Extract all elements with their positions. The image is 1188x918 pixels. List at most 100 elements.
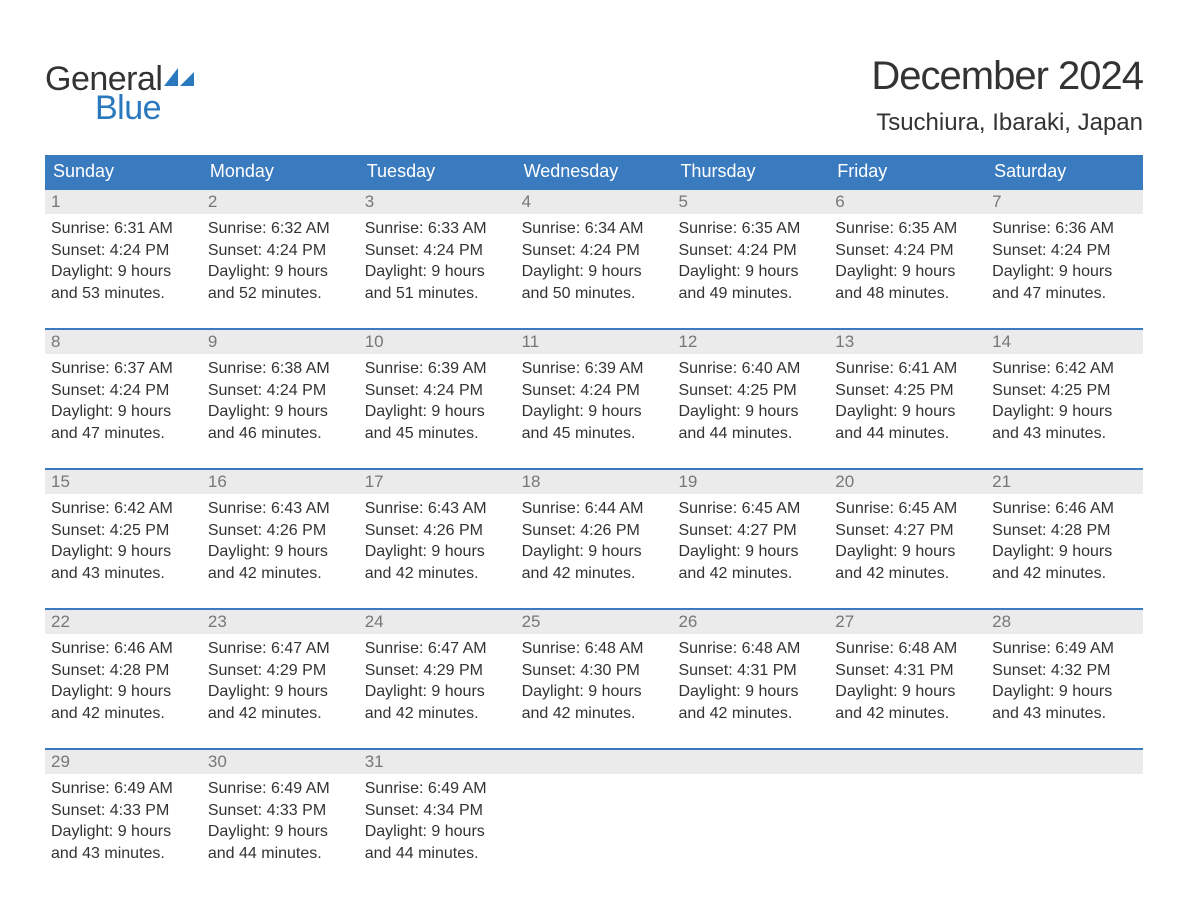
- day-number: 12: [672, 330, 829, 354]
- sunrise-text: Sunrise: 6:37 AM: [51, 358, 196, 380]
- day-cell: Sunrise: 6:43 AMSunset: 4:26 PMDaylight:…: [359, 494, 516, 594]
- daylight-text-2: and 43 minutes.: [992, 423, 1137, 445]
- week-row: 891011121314Sunrise: 6:37 AMSunset: 4:24…: [45, 328, 1143, 454]
- day-data-row: Sunrise: 6:46 AMSunset: 4:28 PMDaylight:…: [45, 634, 1143, 734]
- day-cell: Sunrise: 6:46 AMSunset: 4:28 PMDaylight:…: [986, 494, 1143, 594]
- day-cell: Sunrise: 6:33 AMSunset: 4:24 PMDaylight:…: [359, 214, 516, 314]
- daylight-text-2: and 43 minutes.: [992, 703, 1137, 725]
- day-number: [986, 750, 1143, 774]
- day-cell: Sunrise: 6:49 AMSunset: 4:33 PMDaylight:…: [202, 774, 359, 874]
- sunrise-text: Sunrise: 6:31 AM: [51, 218, 196, 240]
- day-number: 18: [516, 470, 673, 494]
- sunset-text: Sunset: 4:31 PM: [678, 660, 823, 682]
- sunrise-text: Sunrise: 6:36 AM: [992, 218, 1137, 240]
- daylight-text-1: Daylight: 9 hours: [51, 821, 196, 843]
- daylight-text-1: Daylight: 9 hours: [208, 401, 353, 423]
- sunrise-text: Sunrise: 6:49 AM: [992, 638, 1137, 660]
- day-number: 25: [516, 610, 673, 634]
- day-number: 24: [359, 610, 516, 634]
- sunset-text: Sunset: 4:24 PM: [835, 240, 980, 262]
- day-cell: Sunrise: 6:45 AMSunset: 4:27 PMDaylight:…: [829, 494, 986, 594]
- title-block: December 2024 Tsuchiura, Ibaraki, Japan: [871, 40, 1143, 137]
- day-cell: Sunrise: 6:41 AMSunset: 4:25 PMDaylight:…: [829, 354, 986, 454]
- sunrise-text: Sunrise: 6:34 AM: [522, 218, 667, 240]
- day-cell: Sunrise: 6:49 AMSunset: 4:33 PMDaylight:…: [45, 774, 202, 874]
- brand-logo: General Blue: [45, 40, 194, 128]
- day-number: 27: [829, 610, 986, 634]
- weekday-header: Wednesday: [516, 155, 673, 188]
- sunrise-text: Sunrise: 6:33 AM: [365, 218, 510, 240]
- daylight-text-1: Daylight: 9 hours: [365, 541, 510, 563]
- daylight-text-2: and 42 minutes.: [208, 703, 353, 725]
- day-number: 29: [45, 750, 202, 774]
- day-cell: Sunrise: 6:47 AMSunset: 4:29 PMDaylight:…: [202, 634, 359, 734]
- day-cell: Sunrise: 6:42 AMSunset: 4:25 PMDaylight:…: [45, 494, 202, 594]
- day-cell: Sunrise: 6:46 AMSunset: 4:28 PMDaylight:…: [45, 634, 202, 734]
- daylight-text-2: and 48 minutes.: [835, 283, 980, 305]
- daylight-text-2: and 42 minutes.: [835, 703, 980, 725]
- sunset-text: Sunset: 4:24 PM: [51, 240, 196, 262]
- day-cell: Sunrise: 6:43 AMSunset: 4:26 PMDaylight:…: [202, 494, 359, 594]
- day-number: 30: [202, 750, 359, 774]
- sunrise-text: Sunrise: 6:49 AM: [51, 778, 196, 800]
- sunrise-text: Sunrise: 6:40 AM: [678, 358, 823, 380]
- daylight-text-2: and 43 minutes.: [51, 563, 196, 585]
- day-cell: Sunrise: 6:35 AMSunset: 4:24 PMDaylight:…: [672, 214, 829, 314]
- daylight-text-2: and 53 minutes.: [51, 283, 196, 305]
- daylight-text-1: Daylight: 9 hours: [208, 821, 353, 843]
- day-cell: Sunrise: 6:49 AMSunset: 4:34 PMDaylight:…: [359, 774, 516, 874]
- day-number: 31: [359, 750, 516, 774]
- daylight-text-1: Daylight: 9 hours: [678, 541, 823, 563]
- sunset-text: Sunset: 4:32 PM: [992, 660, 1137, 682]
- weekday-header: Sunday: [45, 155, 202, 188]
- weekday-header: Saturday: [986, 155, 1143, 188]
- sunrise-text: Sunrise: 6:39 AM: [365, 358, 510, 380]
- day-cell: Sunrise: 6:36 AMSunset: 4:24 PMDaylight:…: [986, 214, 1143, 314]
- daylight-text-2: and 51 minutes.: [365, 283, 510, 305]
- daylight-text-1: Daylight: 9 hours: [992, 261, 1137, 283]
- day-cell: [986, 774, 1143, 874]
- weekday-header: Monday: [202, 155, 359, 188]
- day-number: 6: [829, 190, 986, 214]
- daylight-text-2: and 49 minutes.: [678, 283, 823, 305]
- day-number: 3: [359, 190, 516, 214]
- sunrise-text: Sunrise: 6:39 AM: [522, 358, 667, 380]
- sunset-text: Sunset: 4:24 PM: [992, 240, 1137, 262]
- daylight-text-2: and 42 minutes.: [835, 563, 980, 585]
- sunrise-text: Sunrise: 6:46 AM: [992, 498, 1137, 520]
- sunrise-text: Sunrise: 6:49 AM: [365, 778, 510, 800]
- sunset-text: Sunset: 4:25 PM: [992, 380, 1137, 402]
- daylight-text-1: Daylight: 9 hours: [208, 681, 353, 703]
- daylight-text-2: and 42 minutes.: [365, 703, 510, 725]
- day-number-row: 1234567: [45, 190, 1143, 214]
- day-number: 23: [202, 610, 359, 634]
- day-number: 4: [516, 190, 673, 214]
- location-text: Tsuchiura, Ibaraki, Japan: [871, 109, 1143, 137]
- day-cell: Sunrise: 6:37 AMSunset: 4:24 PMDaylight:…: [45, 354, 202, 454]
- sunset-text: Sunset: 4:24 PM: [208, 380, 353, 402]
- daylight-text-1: Daylight: 9 hours: [522, 541, 667, 563]
- weeks-container: 1234567Sunrise: 6:31 AMSunset: 4:24 PMDa…: [45, 188, 1143, 874]
- sunrise-text: Sunrise: 6:41 AM: [835, 358, 980, 380]
- sunset-text: Sunset: 4:24 PM: [51, 380, 196, 402]
- daylight-text-1: Daylight: 9 hours: [522, 261, 667, 283]
- day-number: 20: [829, 470, 986, 494]
- daylight-text-1: Daylight: 9 hours: [208, 261, 353, 283]
- sunset-text: Sunset: 4:24 PM: [365, 240, 510, 262]
- day-cell: Sunrise: 6:48 AMSunset: 4:31 PMDaylight:…: [829, 634, 986, 734]
- day-cell: [516, 774, 673, 874]
- day-cell: Sunrise: 6:42 AMSunset: 4:25 PMDaylight:…: [986, 354, 1143, 454]
- daylight-text-2: and 42 minutes.: [522, 563, 667, 585]
- day-cell: Sunrise: 6:35 AMSunset: 4:24 PMDaylight:…: [829, 214, 986, 314]
- calendar: SundayMondayTuesdayWednesdayThursdayFrid…: [45, 155, 1143, 874]
- daylight-text-1: Daylight: 9 hours: [51, 681, 196, 703]
- sunset-text: Sunset: 4:24 PM: [678, 240, 823, 262]
- daylight-text-2: and 52 minutes.: [208, 283, 353, 305]
- daylight-text-1: Daylight: 9 hours: [835, 681, 980, 703]
- daylight-text-2: and 42 minutes.: [992, 563, 1137, 585]
- weekday-header-row: SundayMondayTuesdayWednesdayThursdayFrid…: [45, 155, 1143, 188]
- sunrise-text: Sunrise: 6:44 AM: [522, 498, 667, 520]
- sunrise-text: Sunrise: 6:43 AM: [365, 498, 510, 520]
- daylight-text-1: Daylight: 9 hours: [992, 541, 1137, 563]
- daylight-text-2: and 44 minutes.: [208, 843, 353, 865]
